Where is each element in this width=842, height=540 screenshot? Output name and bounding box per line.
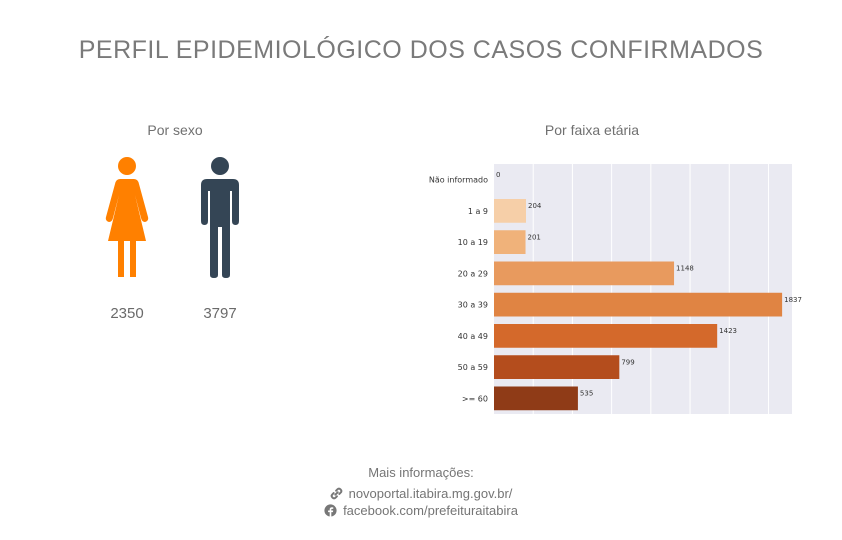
facebook-link-row: facebook.com/prefeituraitabira [0,503,842,518]
category-label: 1 a 9 [468,207,488,216]
age-section-title: Por faixa etária [544,122,640,138]
data-label: 204 [528,202,542,210]
category-label: 40 a 49 [458,332,488,341]
bar-3 [494,261,675,286]
category-label: 30 a 39 [458,301,488,310]
sex-section-title: Por sexo [147,122,203,138]
data-label: 1423 [719,327,737,335]
more-info-label: Mais informações: [368,465,474,480]
category-label: 10 a 19 [458,238,488,247]
female-figure-icon [105,157,149,277]
bar-2 [494,230,526,254]
bar-5 [494,324,718,348]
data-label: 0 [496,171,500,179]
category-label: Não informado [429,176,488,185]
website-link[interactable]: novoportal.itabira.mg.gov.br/ [348,486,513,501]
link-icon [330,487,342,500]
male-count: 3797 [203,305,237,322]
website-link-row: novoportal.itabira.mg.gov.br/ [0,486,842,501]
category-label: >= 60 [462,394,488,403]
data-label: 799 [621,358,634,366]
data-label: 535 [580,390,593,398]
page-title: PERFIL EPIDEMIOLÓGICO DOS CASOS CONFIRMA… [78,36,764,64]
data-label: 1148 [676,265,694,273]
bar-1 [494,199,526,223]
category-label: 50 a 59 [458,363,488,372]
bar-6 [494,355,620,379]
data-label: 201 [528,233,541,241]
female-count: 2350 [110,305,144,322]
bar-4 [494,292,783,317]
age-bar-chart: Não informado 0 1 a 9 204 10 a 19 201 20 a 29 1… [429,164,802,414]
facebook-icon [324,504,337,517]
category-label: 20 a 29 [458,269,488,278]
data-label: 1837 [784,296,802,304]
male-figure-icon [201,157,239,278]
bar-7 [494,386,578,411]
facebook-link[interactable]: facebook.com/prefeituraitabira [343,503,518,518]
